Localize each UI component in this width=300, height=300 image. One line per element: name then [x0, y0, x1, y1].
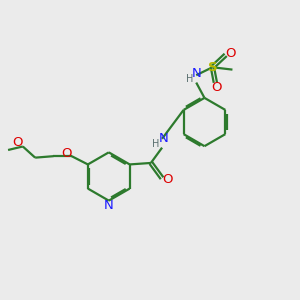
Text: S: S: [208, 61, 217, 74]
Text: O: O: [61, 147, 72, 160]
Text: N: N: [104, 200, 114, 212]
Text: O: O: [226, 47, 236, 60]
Text: N: N: [192, 67, 202, 80]
Text: H: H: [186, 74, 194, 84]
Text: O: O: [212, 81, 222, 94]
Text: O: O: [162, 173, 172, 186]
Text: N: N: [159, 132, 168, 145]
Text: O: O: [12, 136, 23, 149]
Text: H: H: [152, 139, 159, 149]
